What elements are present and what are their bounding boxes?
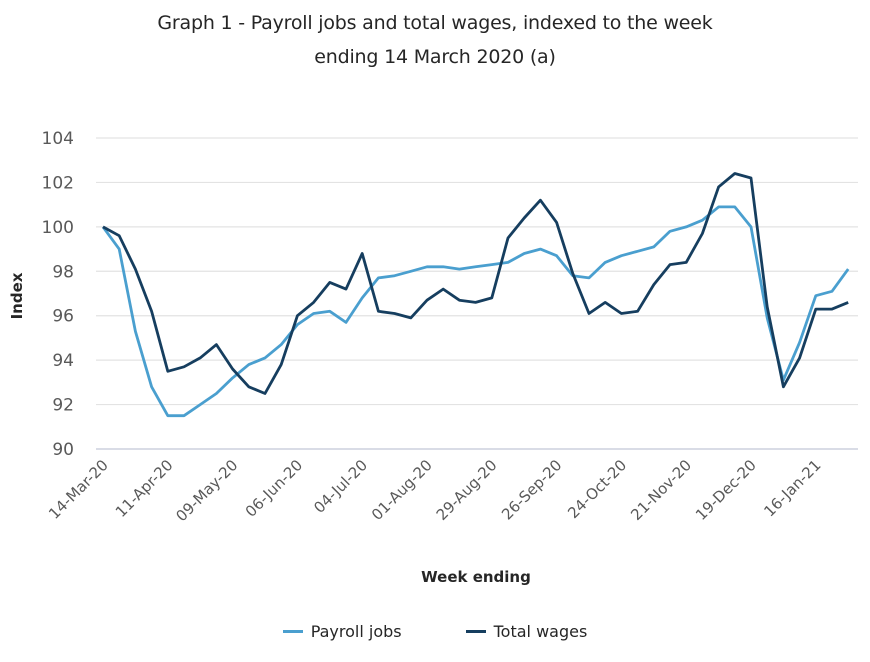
y-tick-label: 92: [52, 396, 74, 416]
y-tick-label: 98: [52, 262, 74, 282]
y-tick-label: 94: [52, 351, 74, 371]
chart-title-line-2: ending 14 March 2020 (a): [314, 46, 556, 68]
x-tick-label: 21-Nov-20: [627, 456, 695, 524]
legend-swatch-payroll-jobs: [282, 630, 303, 633]
x-tick-label: 06-Jun-20: [242, 456, 307, 521]
x-tick-label: 24-Oct-20: [564, 456, 630, 522]
y-axis-ticks: 90 92 94 96 98 100 102 104: [42, 129, 74, 460]
series-line-payroll-jobs: [101, 205, 850, 418]
x-axis-label: Week ending: [421, 568, 531, 586]
y-tick-label: 90: [52, 440, 74, 460]
x-tick-label: 01-Aug-20: [368, 456, 436, 524]
x-tick-label: 26-Sep-20: [498, 456, 565, 523]
legend-item-total-wages[interactable]: Total wages: [465, 622, 588, 641]
x-tick-label: 09-May-20: [172, 456, 241, 525]
y-tick-label: 104: [42, 129, 74, 149]
chart-title-line-1: Graph 1 - Payroll jobs and total wages, …: [157, 12, 713, 34]
legend: Payroll jobs Total wages: [0, 622, 870, 641]
legend-label-payroll-jobs: Payroll jobs: [310, 622, 402, 641]
y-axis-label: Index: [8, 272, 26, 319]
series-lines: [101, 172, 850, 418]
x-tick-label: 14-Mar-20: [45, 456, 112, 523]
x-tick-label: 29-Aug-20: [433, 456, 501, 524]
x-tick-label: 16-Jan-21: [760, 456, 824, 520]
x-tick-label: 11-Apr-20: [112, 456, 177, 521]
chart-title: Graph 1 - Payroll jobs and total wages, …: [0, 6, 870, 74]
legend-label-total-wages: Total wages: [493, 622, 588, 641]
series-line-total-wages: [102, 172, 849, 395]
legend-item-payroll-jobs[interactable]: Payroll jobs: [282, 622, 402, 641]
y-tick-label: 102: [42, 173, 74, 193]
x-tick-label: 19-Dec-20: [692, 456, 760, 524]
y-tick-label: 100: [42, 218, 74, 238]
legend-swatch-total-wages: [465, 630, 486, 633]
gridlines: [96, 137, 858, 450]
y-tick-label: 96: [52, 307, 74, 327]
x-tick-label: 04-Jul-20: [310, 456, 371, 517]
